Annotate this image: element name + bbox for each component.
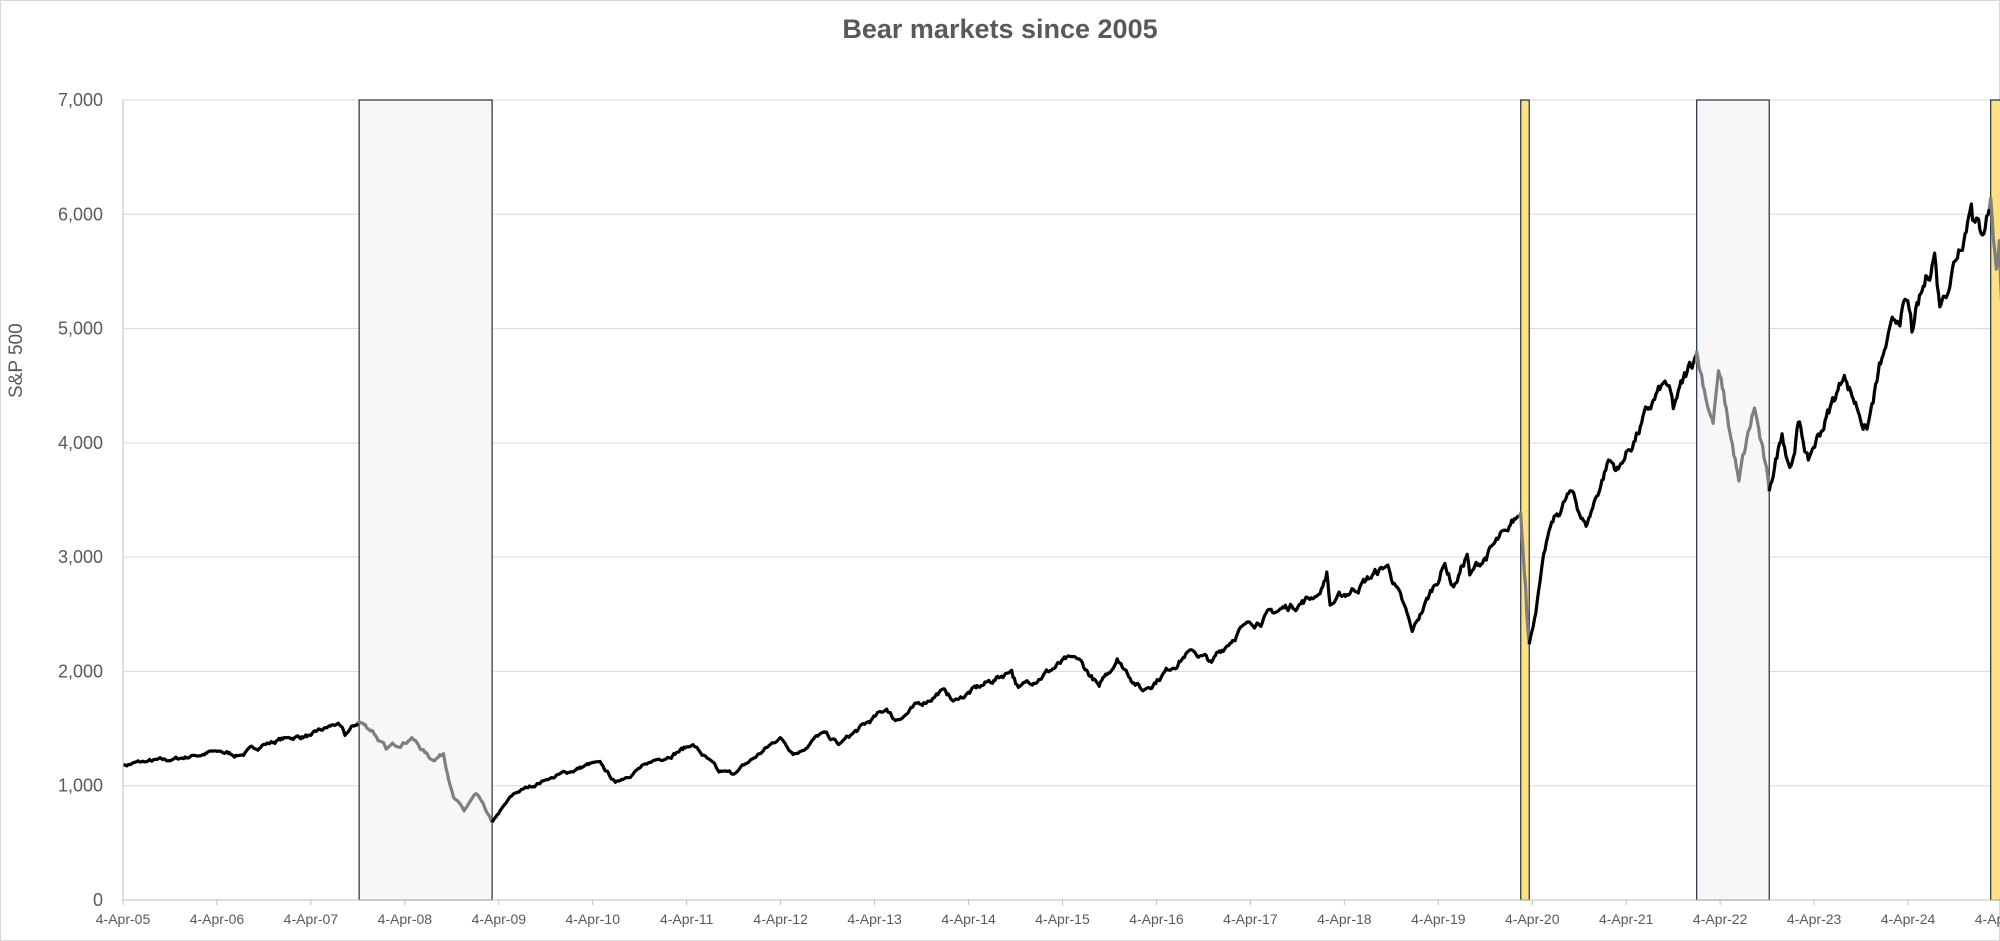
y-tick-label: 4,000	[58, 433, 103, 453]
x-tick-label: 4-Apr-11	[660, 911, 714, 927]
x-tick-label: 4-Apr-18	[1317, 911, 1372, 927]
y-tick-label: 0	[93, 890, 103, 910]
x-tick-label: 4-Apr-19	[1411, 911, 1466, 927]
x-tick-label: 4-Apr-12	[753, 911, 808, 927]
x-tick-label: 4-Apr-23	[1787, 911, 1842, 927]
series-group	[122, 196, 2000, 824]
x-tick-label: 4-Apr-22	[1693, 911, 1748, 927]
y-tick-label: 1,000	[58, 776, 103, 796]
chart-title: Bear markets since 2005	[842, 14, 1158, 44]
x-tick-label: 4-Apr-05	[96, 911, 151, 927]
x-tick-label: 4-Apr-17	[1223, 911, 1278, 927]
x-tick-label: 4-Apr-25	[1975, 911, 2000, 927]
series-line-segment	[1767, 202, 1991, 492]
x-tick-label: 4-Apr-08	[378, 911, 433, 927]
x-tick-label: 4-Apr-13	[847, 911, 902, 927]
axes	[122, 100, 2000, 905]
x-tick-label: 4-Apr-16	[1129, 911, 1184, 927]
bear-market-line-segment	[356, 720, 494, 823]
y-tick-label: 3,000	[58, 547, 103, 567]
series-line-segment	[122, 721, 360, 768]
bear-market-band	[1520, 99, 1530, 901]
y-tick-label: 6,000	[58, 204, 103, 224]
bear-market-line-segment	[1517, 511, 1531, 645]
x-tick-label: 4-Apr-06	[190, 911, 245, 927]
y-tick-label: 2,000	[58, 661, 103, 681]
x-tick-label: 4-Apr-15	[1035, 911, 1090, 927]
x-tick-label: 4-Apr-09	[472, 911, 527, 927]
y-tick-label: 7,000	[58, 90, 103, 110]
x-tick-label: 4-Apr-10	[566, 911, 621, 927]
series-line-segment	[490, 514, 1521, 824]
x-tick-labels: 4-Apr-05 4-Apr-06 4-Apr-07 4-Apr-08 4-Apr-09…	[96, 911, 2000, 927]
x-tick-label: 4-Apr-07	[284, 911, 339, 927]
y-tick-label: 5,000	[58, 319, 103, 339]
x-tick-label: 4-Apr-21	[1599, 911, 1654, 927]
series-line-segment	[1527, 353, 1698, 645]
x-tick-label: 4-Apr-20	[1505, 911, 1560, 927]
x-tick-label: 4-Apr-24	[1881, 911, 1936, 927]
bear-market-band	[358, 99, 493, 901]
y-tick-labels: 0 1,000 2,000 3,000 4,000 5,000 6,000 7,000	[58, 90, 103, 910]
bear-market-line-segment	[1987, 196, 2000, 303]
bear-market-band	[1696, 99, 1770, 901]
bear-market-line-segment	[1694, 350, 1771, 492]
x-tick-label: 4-Apr-14	[941, 911, 996, 927]
bear-market-shading	[358, 99, 2000, 901]
